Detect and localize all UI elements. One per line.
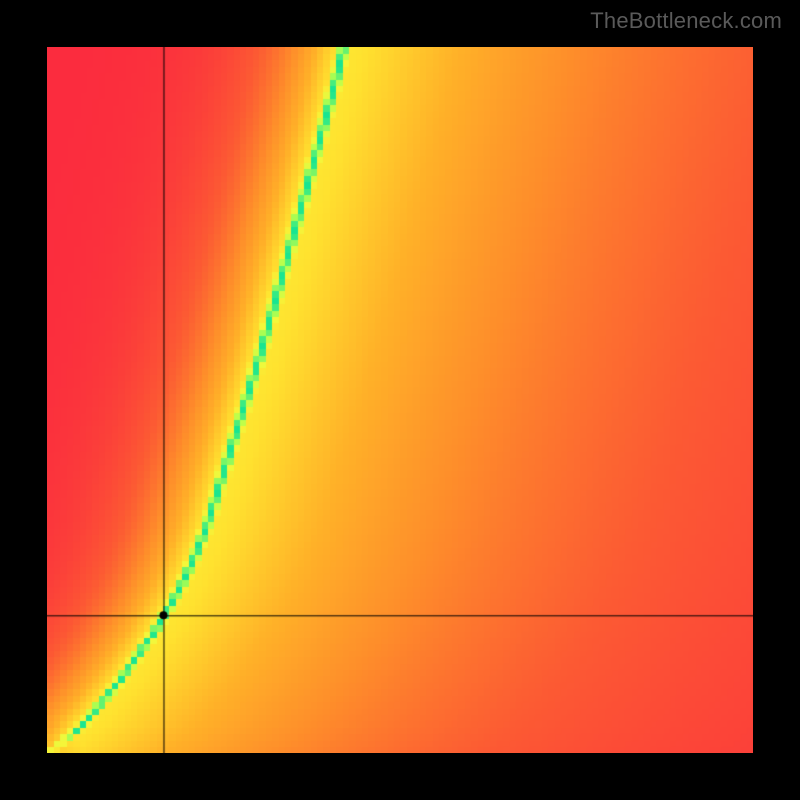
figure-container: TheBottleneck.com <box>0 0 800 800</box>
heatmap-plot <box>47 47 753 753</box>
watermark-text: TheBottleneck.com <box>590 8 782 34</box>
